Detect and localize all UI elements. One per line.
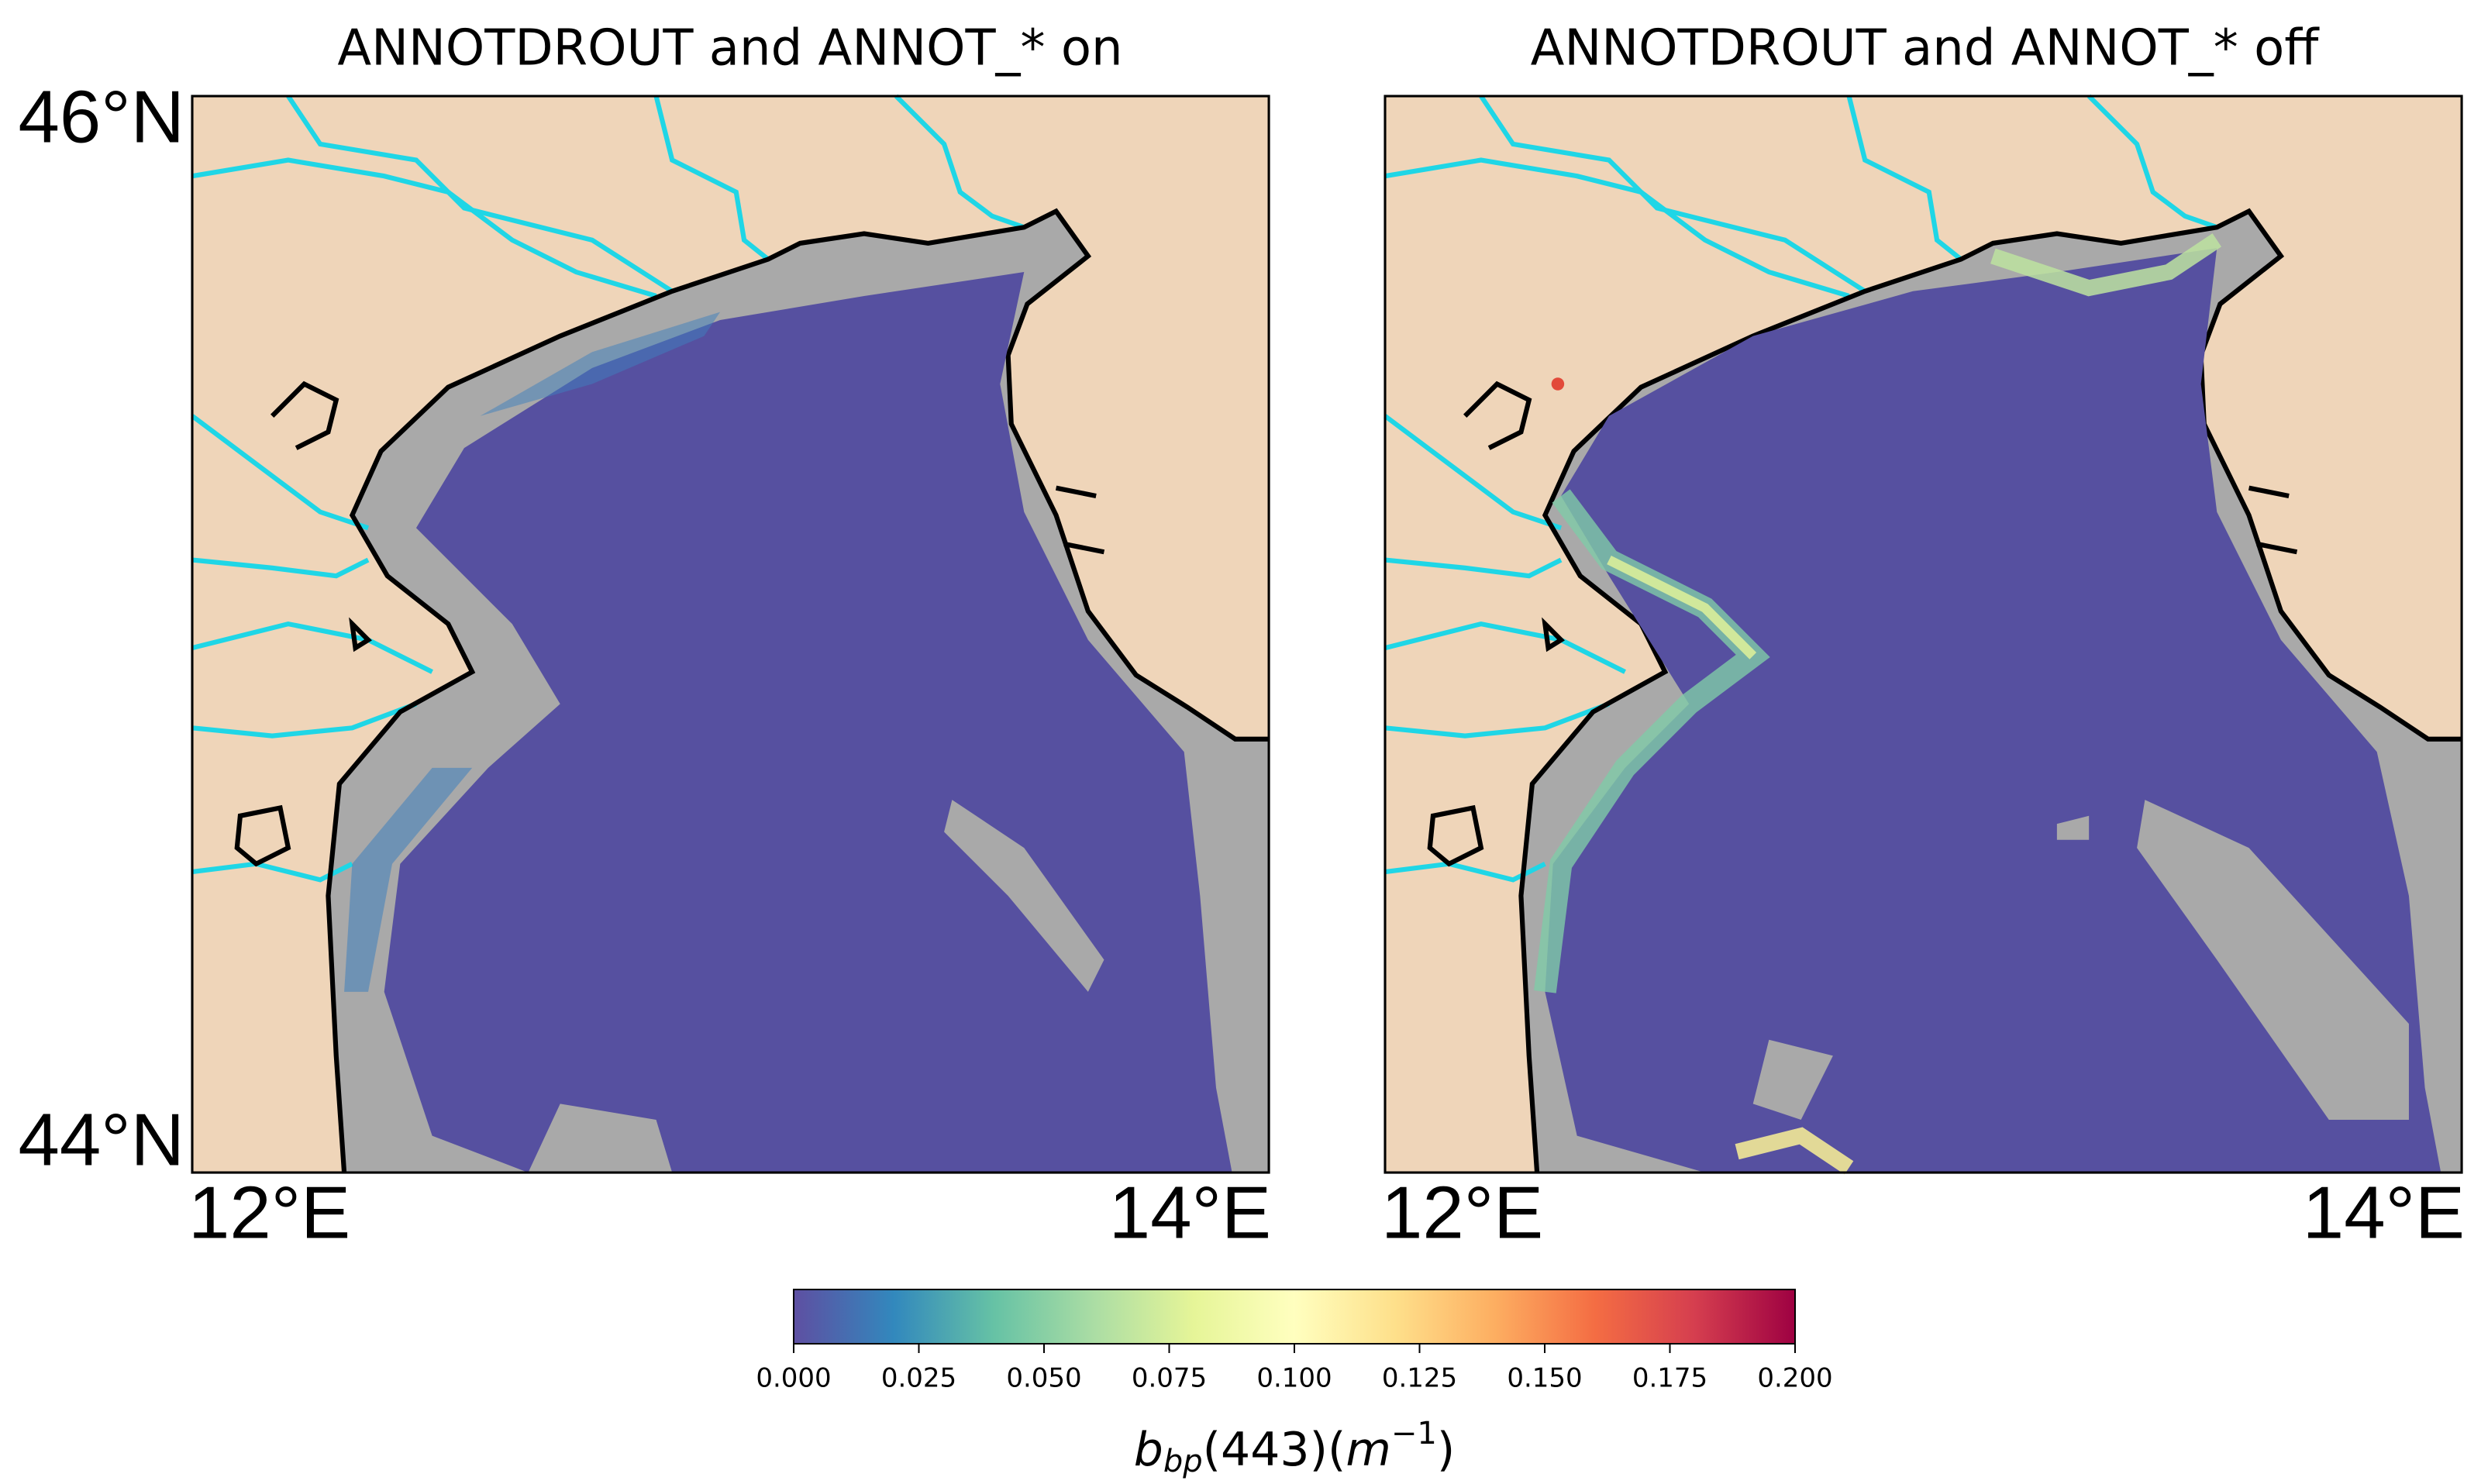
colorbar-tick-label: 0.050 [1006,1363,1081,1394]
colorbar-tick-label: 0.025 [881,1363,956,1394]
colorbar-tick-label: 0.175 [1632,1363,1707,1394]
colorbar-ticks: 0.000 0.025 0.050 0.075 0.100 0.125 0.150 0.175… [756,1344,1833,1394]
colorbar-tick-label: 0.125 [1382,1363,1457,1394]
lon-label: 12°E [1381,1171,1543,1254]
lon-label: 12°E [188,1171,350,1254]
map-panel [1385,96,2462,1172]
lat-label: 46°N [19,75,185,158]
label-part: (443)( [1203,1423,1346,1477]
lon-label: 14°E [1109,1171,1271,1254]
label-part: ) [1437,1423,1455,1477]
panel-title: ANNOTDROUT and ANNOT_* off [1531,20,2321,77]
label-part: m [1346,1423,1390,1477]
map-panel [192,96,1269,1172]
lat-label: 44°N [19,1098,185,1181]
colorbar-label: bbp(443)(m−1) [1134,1416,1455,1479]
colorbar-tick-label: 0.150 [1507,1363,1582,1394]
colorbar-tick-label: 0.000 [756,1363,831,1394]
colorbar-tick-label: 0.200 [1757,1363,1832,1394]
panel-title: ANNOTDROUT and ANNOT_* on [337,20,1122,77]
label-part: −1 [1391,1416,1437,1451]
colorbar [793,1289,1796,1345]
label-part: b [1134,1423,1163,1477]
label-part: bp [1163,1444,1203,1479]
colorbar-tick-label: 0.100 [1256,1363,1332,1394]
colorbar-tick-label: 0.075 [1132,1363,1207,1394]
lon-label: 14°E [2303,1171,2465,1254]
